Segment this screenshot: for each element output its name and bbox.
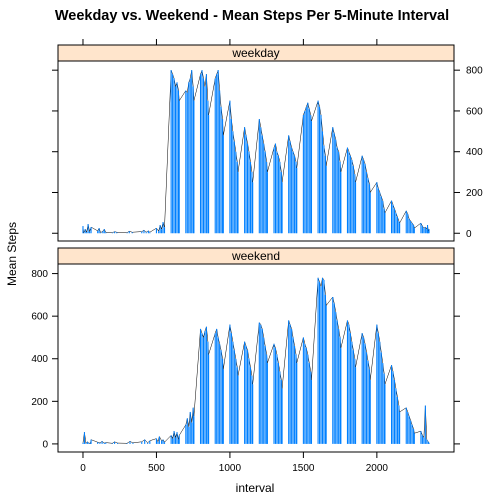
chart-title: Weekday vs. Weekend - Mean Steps Per 5-M… — [55, 8, 449, 24]
xtick-label-2000: 2000 — [366, 463, 389, 474]
y-axis-label: Mean Steps — [5, 222, 19, 286]
ytick-label-weekend-0: 0 — [42, 439, 48, 450]
ytick-label-weekday-800: 800 — [466, 66, 483, 77]
panel-border-weekend — [57, 263, 455, 453]
xtick-label-1500: 1500 — [292, 463, 315, 474]
ytick-label-weekday-600: 600 — [466, 106, 483, 117]
ytick-label-weekend-200: 200 — [31, 397, 48, 408]
series-line-weekend — [82, 277, 430, 444]
ytick-label-weekday-0: 0 — [466, 229, 472, 240]
ytick-label-weekend-400: 400 — [31, 354, 48, 365]
panel-border-weekday — [57, 60, 455, 242]
strip-label-weekend: weekend — [231, 249, 280, 263]
ytick-label-weekend-600: 600 — [31, 312, 48, 323]
strip-label-weekday: weekday — [231, 46, 279, 60]
ytick-label-weekend-800: 800 — [31, 269, 48, 280]
xtick-label-0: 0 — [80, 463, 86, 474]
ytick-label-weekday-400: 400 — [466, 147, 483, 158]
ytick-label-weekday-200: 200 — [466, 188, 483, 199]
panels-group: weekday 0 200 400 600 800 weekend 0 200 400 600 800… — [31, 39, 483, 474]
x-axis-label: interval — [236, 481, 275, 495]
xtick-label-1000: 1000 — [219, 463, 242, 474]
xtick-label-500: 500 — [148, 463, 165, 474]
